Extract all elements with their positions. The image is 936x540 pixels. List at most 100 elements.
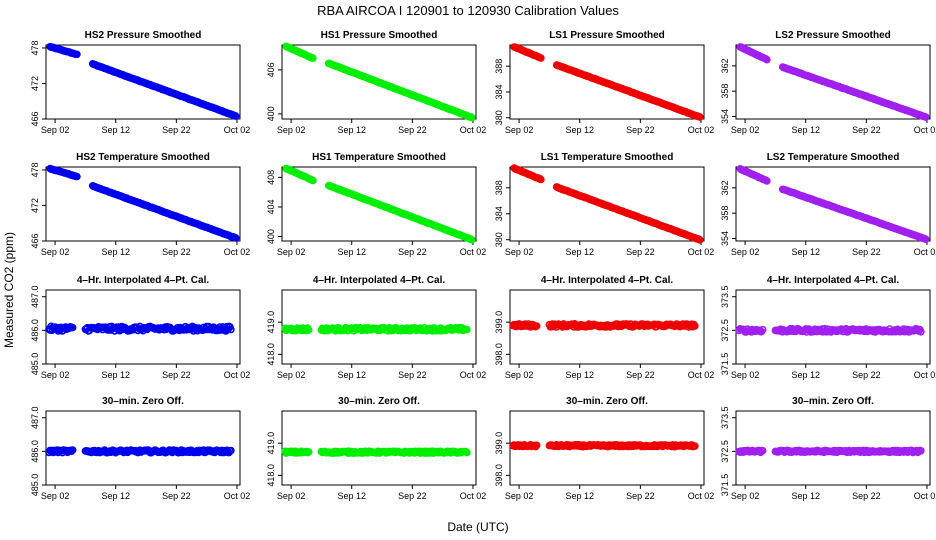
x-tick-label: Sep 02 <box>731 370 760 380</box>
x-tick-label: Sep 02 <box>505 370 534 380</box>
x-tick-label: Sep 12 <box>337 370 366 380</box>
data-point <box>68 323 77 332</box>
x-tick-label: Oct 02 <box>460 491 487 501</box>
data-point <box>309 54 317 63</box>
data-point <box>463 325 471 334</box>
y-tick-label: 408 <box>266 170 276 185</box>
x-tick-label: Sep 12 <box>565 125 594 135</box>
data-point <box>695 236 704 244</box>
y-tick-label: 372.5 <box>720 319 730 342</box>
panel-frame <box>45 410 241 486</box>
panel-frame <box>45 44 241 120</box>
panel-14: 30–min. Zero Off. Sep 02 Sep 12 Sep 22 Oct 0… <box>266 396 486 501</box>
x-tick-label: Sep 22 <box>626 491 655 501</box>
panel-frame <box>281 44 477 120</box>
data-point <box>227 446 235 455</box>
y-tick-label: 371.5 <box>720 474 730 497</box>
x-tick-label: Sep 22 <box>852 125 881 135</box>
y-tick-label: 358 <box>720 206 730 221</box>
x-tick-label: Sep 12 <box>101 370 130 380</box>
data-point <box>531 442 540 451</box>
y-tick-label: 400 <box>266 229 276 244</box>
data-point <box>304 448 313 456</box>
panel-frame <box>735 410 931 486</box>
x-tick-label: Sep 22 <box>398 491 427 501</box>
y-tick-label: 419.0 <box>266 311 276 334</box>
y-tick-label: 485.0 <box>30 474 40 497</box>
x-tick-label: Oct 02 <box>224 370 251 380</box>
x-tick-label: Oct 02 <box>688 247 715 257</box>
panel-frame <box>281 166 477 242</box>
y-tick-label: 373.5 <box>720 406 730 429</box>
x-tick-label: Sep 22 <box>626 247 655 257</box>
x-tick-label: Sep 12 <box>337 247 366 257</box>
panel-frame <box>735 44 931 120</box>
y-tick-label: 486.0 <box>30 440 40 463</box>
panel-title: HS2 Pressure Smoothed <box>85 30 202 41</box>
y-tick-label: 362 <box>720 180 730 195</box>
panel-12: 4–Hr. Interpolated 4–Pt. Cal. Sep 02 Sep 1… <box>720 275 936 380</box>
data-point <box>232 112 240 120</box>
data-point <box>691 442 699 450</box>
x-tick-label: Sep 02 <box>277 125 306 135</box>
data-point <box>73 172 81 181</box>
y-tick-label: 384 <box>494 84 504 99</box>
x-tick-label: Sep 22 <box>852 370 881 380</box>
panel-title: HS1 Temperature Smoothed <box>312 152 446 163</box>
x-tick-label: Sep 02 <box>505 125 534 135</box>
panel-9: 4–Hr. Interpolated 4–Pt. Cal. Sep 02 Sep 1… <box>30 275 250 380</box>
x-tick-label: Oct 02 <box>224 125 251 135</box>
data-point <box>309 176 317 185</box>
panel-title: 4–Hr. Interpolated 4–Pt. Cal. <box>77 275 209 286</box>
y-tick-label: 486.0 <box>30 319 40 342</box>
x-tick-label: Sep 12 <box>565 491 594 501</box>
y-tick-label: 487.0 <box>30 285 40 308</box>
panel-title: 30–min. Zero Off. <box>102 396 184 407</box>
x-tick-label: Sep 02 <box>731 491 760 501</box>
data-point <box>304 326 313 334</box>
x-tick-label: Sep 02 <box>505 491 534 501</box>
y-tick-label: 418.0 <box>266 343 276 366</box>
x-tick-label: Sep 12 <box>101 247 130 257</box>
x-tick-label: Oct 02 <box>460 125 487 135</box>
panel-11: 4–Hr. Interpolated 4–Pt. Cal. Sep 02 Sep 1… <box>494 275 714 380</box>
figure-title: RBA AIRCOA I 120901 to 120930 Calibratio… <box>317 3 619 18</box>
y-tick-label: 354 <box>720 231 730 246</box>
x-tick-label: Sep 02 <box>41 247 70 257</box>
x-tick-label: Oct 02 <box>224 491 251 501</box>
x-tick-label: Oct 02 <box>460 370 487 380</box>
data-point <box>921 235 930 243</box>
y-tick-label: 388 <box>494 180 504 195</box>
x-tick-label: Oct 02 <box>688 125 715 135</box>
data-point <box>695 113 704 121</box>
x-tick-label: Sep 12 <box>101 491 130 501</box>
panel-title: LS1 Pressure Smoothed <box>549 30 665 41</box>
x-tick-label: Oct 02 <box>224 247 251 257</box>
y-tick-label: 384 <box>494 206 504 221</box>
panel-frame <box>45 166 241 242</box>
y-tick-label: 380 <box>494 232 504 247</box>
y-tick-label: 400 <box>266 106 276 121</box>
x-tick-label: Sep 02 <box>41 491 70 501</box>
data-point <box>763 55 771 64</box>
y-tick-label: 399.0 <box>494 311 504 334</box>
panel-grid: HS2 Pressure Smoothed Sep 02 Sep 12 Sep 22 O… <box>30 30 936 501</box>
x-tick-label: Sep 22 <box>398 370 427 380</box>
data-point <box>463 448 471 457</box>
y-tick-label: 466 <box>30 111 40 126</box>
data-point <box>763 177 771 185</box>
data-point <box>917 327 925 336</box>
x-tick-label: Oct 02 <box>914 125 936 135</box>
data-point <box>467 113 476 122</box>
panel-1: HS2 Pressure Smoothed Sep 02 Sep 12 Sep 22 O… <box>30 30 250 135</box>
x-tick-label: Sep 22 <box>852 247 881 257</box>
data-point <box>537 54 545 62</box>
data-point <box>917 446 925 455</box>
panel-title: HS2 Temperature Smoothed <box>76 152 210 163</box>
x-tick-label: Sep 12 <box>791 247 820 257</box>
data-point <box>68 446 77 454</box>
y-tick-label: 398.0 <box>494 464 504 487</box>
y-tick-label: 399.0 <box>494 432 504 455</box>
y-tick-label: 418.0 <box>266 464 276 487</box>
y-tick-label: 478 <box>30 40 40 55</box>
